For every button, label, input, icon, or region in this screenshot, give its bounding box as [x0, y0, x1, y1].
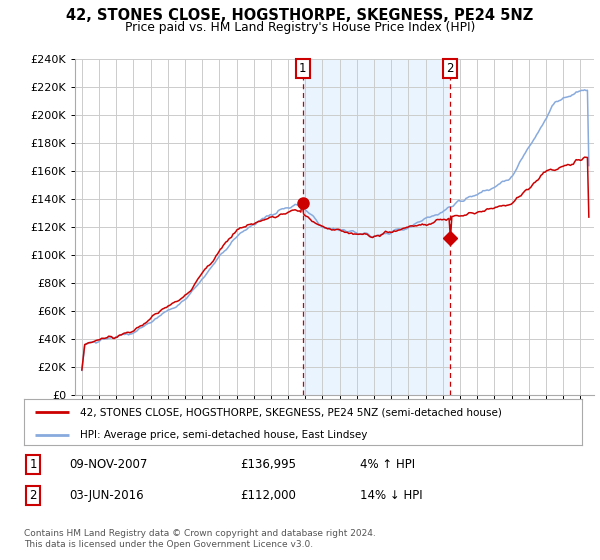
Text: 42, STONES CLOSE, HOGSTHORPE, SKEGNESS, PE24 5NZ: 42, STONES CLOSE, HOGSTHORPE, SKEGNESS, … [67, 8, 533, 24]
Text: HPI: Average price, semi-detached house, East Lindsey: HPI: Average price, semi-detached house,… [80, 430, 367, 440]
Text: 14% ↓ HPI: 14% ↓ HPI [360, 489, 422, 502]
Text: Contains HM Land Registry data © Crown copyright and database right 2024.
This d: Contains HM Land Registry data © Crown c… [24, 529, 376, 549]
Text: £136,995: £136,995 [240, 458, 296, 471]
Bar [303, 59, 450, 395]
Text: 09-NOV-2007: 09-NOV-2007 [69, 458, 148, 471]
Text: 2: 2 [29, 489, 37, 502]
Text: Price paid vs. HM Land Registry's House Price Index (HPI): Price paid vs. HM Land Registry's House … [125, 21, 475, 34]
Text: 2: 2 [446, 62, 454, 74]
Text: 03-JUN-2016: 03-JUN-2016 [69, 489, 143, 502]
Text: 4% ↑ HPI: 4% ↑ HPI [360, 458, 415, 471]
Text: 1: 1 [299, 62, 307, 74]
Text: £112,000: £112,000 [240, 489, 296, 502]
Text: 1: 1 [29, 458, 37, 471]
Text: 42, STONES CLOSE, HOGSTHORPE, SKEGNESS, PE24 5NZ (semi-detached house): 42, STONES CLOSE, HOGSTHORPE, SKEGNESS, … [80, 407, 502, 417]
